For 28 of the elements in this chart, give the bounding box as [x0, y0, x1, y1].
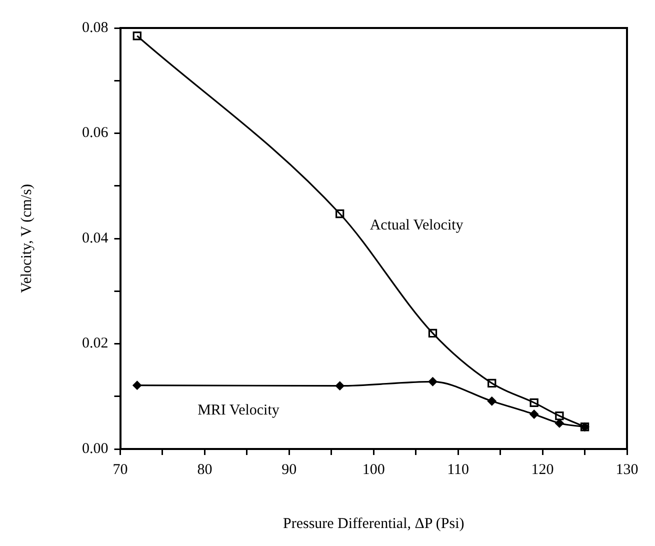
point [335, 381, 344, 390]
x-tick-label: 120 [531, 462, 554, 478]
y-tick-label: 0.02 [82, 336, 108, 352]
series-label: MRI Velocity [198, 402, 280, 418]
point [132, 32, 142, 40]
x-axis-title: Pressure Differential, ΔP (Psi) [282, 516, 464, 532]
point [488, 378, 496, 388]
x-tick-label: 110 [447, 462, 470, 478]
point [428, 377, 438, 386]
point [428, 328, 438, 338]
y-axis-title: Velocity, V (cm/s) [18, 184, 35, 293]
point [530, 410, 539, 419]
point [530, 398, 538, 408]
point [554, 418, 564, 428]
y-tick-label: 0.08 [82, 20, 108, 36]
y-tick-label: 0.04 [82, 230, 109, 246]
point [132, 380, 142, 390]
series-label: Actual Velocity [370, 218, 464, 234]
x-tick-label: 130 [616, 462, 638, 478]
y-tick-label: 0.06 [82, 125, 109, 142]
text: 0.00 [82, 440, 108, 457]
point [555, 412, 564, 420]
x-tick-label: 100 [362, 462, 385, 478]
x-tick-label: 70 [112, 462, 128, 478]
x-tick-label: 90 [282, 462, 297, 478]
x-tick-label: 80 [197, 462, 212, 478]
point [487, 396, 496, 406]
point [336, 209, 344, 218]
